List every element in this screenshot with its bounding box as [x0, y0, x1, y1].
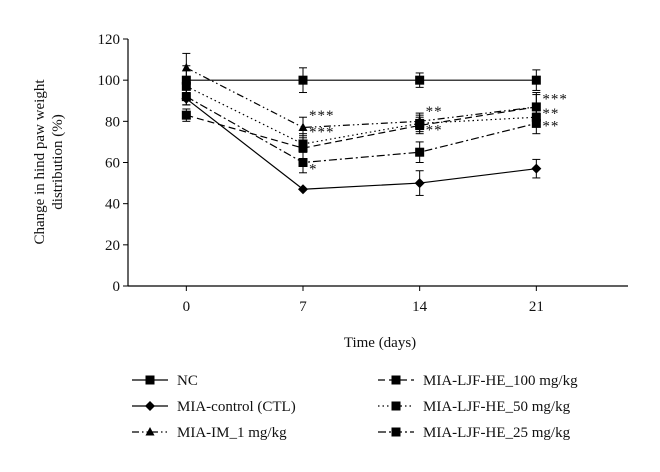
y-tick-label: 100: [98, 73, 121, 89]
legend: NC MIA-control (CTL) MIA-IM_1 mg/kg MIA-LJF…: [132, 373, 578, 441]
x-tick-label: 14: [412, 299, 428, 315]
significance-label: *: [309, 162, 318, 178]
data-point: [415, 118, 425, 128]
legend-label: MIA-control (CTL): [177, 399, 296, 415]
annotations: ******************: [309, 92, 568, 178]
significance-label: ***: [309, 125, 335, 141]
significance-label: **: [542, 118, 559, 134]
y-tick-label: 40: [105, 197, 120, 213]
series-line: [186, 96, 537, 164]
y-axis-label-line-1: Change in hind paw weight: [32, 79, 48, 245]
data-point: [181, 62, 191, 72]
legend-item-3: MIA-IM_1 mg/kg: [132, 425, 287, 441]
significance-label: **: [542, 106, 559, 122]
x-axis-label: Time (days): [344, 335, 416, 351]
axes: [127, 39, 628, 287]
series-1: [181, 65, 541, 96]
series-4: [181, 92, 541, 163]
legend-marker: [145, 401, 155, 411]
data-point: [415, 75, 425, 85]
data-point: [531, 163, 542, 174]
series-6: [181, 87, 541, 174]
data-point: [531, 75, 541, 85]
x-tick-label: 7: [299, 299, 307, 315]
legend-item-5: MIA-LJF-HE_50 mg/kg: [378, 399, 571, 415]
data-point: [181, 81, 191, 91]
legend-item-1: NC: [132, 373, 198, 389]
data-point: [531, 102, 541, 112]
legend-label: MIA-LJF-HE_50 mg/kg: [423, 399, 571, 415]
series-3: [181, 52, 541, 139]
data-point: [298, 158, 308, 167]
legend-marker: [145, 427, 155, 436]
significance-label: ***: [542, 92, 568, 108]
data-point: [298, 122, 308, 132]
series-2: [181, 92, 542, 196]
data-point: [531, 118, 541, 128]
y-tick-label: 0: [113, 279, 121, 295]
data-point: [181, 92, 191, 102]
data-point: [415, 147, 425, 157]
y-tick-label: 120: [98, 32, 121, 48]
legend-label: MIA-IM_1 mg/kg: [177, 425, 287, 441]
series-line: [186, 106, 537, 149]
x-tick-label: 0: [183, 299, 191, 315]
data-point: [414, 178, 425, 189]
series-5: [181, 79, 541, 153]
legend-marker: [391, 401, 401, 411]
y-axis-ticks: 0 20 40 60 80 100 120: [98, 32, 128, 295]
data-point: [181, 110, 191, 120]
data-point: [298, 75, 308, 85]
legend-marker: [391, 427, 401, 437]
y-tick-label: 20: [105, 238, 120, 254]
legend-marker: [391, 375, 401, 385]
legend-label: MIA-LJF-HE_25 mg/kg: [423, 425, 571, 441]
x-axis-ticks: 0 7 14 21: [183, 286, 544, 315]
legend-item-4: MIA-LJF-HE_100 mg/kg: [378, 373, 578, 389]
significance-label: **: [426, 123, 443, 139]
legend-item-6: MIA-LJF-HE_25 mg/kg: [378, 425, 571, 441]
legend-label: NC: [177, 373, 198, 389]
y-tick-label: 80: [105, 114, 120, 130]
series-line: [185, 98, 537, 190]
legend-label: MIA-LJF-HE_100 mg/kg: [423, 373, 578, 389]
legend-marker: [145, 375, 155, 385]
series-line: [186, 85, 537, 145]
data-point: [298, 184, 308, 195]
series-layer: [181, 52, 542, 196]
significance-label: ***: [309, 108, 335, 124]
data-point: [298, 139, 308, 149]
x-tick-label: 21: [529, 299, 544, 315]
legend-item-2: MIA-control (CTL): [132, 399, 296, 415]
significance-label: **: [426, 104, 443, 120]
y-tick-label: 60: [105, 156, 120, 172]
y-axis-label-line-2: distribution (%): [50, 114, 66, 209]
series-line: [186, 67, 537, 129]
